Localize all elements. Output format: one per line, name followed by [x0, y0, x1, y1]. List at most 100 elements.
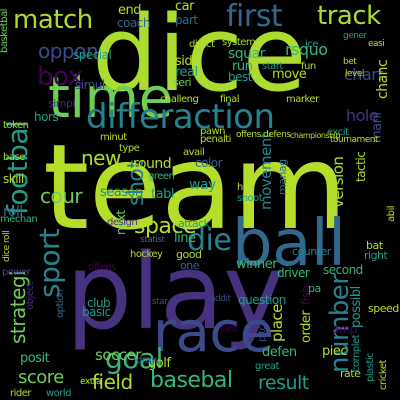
word-new: new	[81, 146, 121, 170]
word-offens-defens: offens defens	[236, 130, 291, 140]
word-plastic: plastic	[365, 352, 376, 382]
word-posit: posit	[20, 351, 50, 366]
word-attack: attack	[178, 217, 210, 230]
word-amp: amp	[332, 322, 358, 336]
word-possibl: possibl	[349, 286, 364, 328]
word-color: color	[195, 156, 223, 170]
word-challeng: challeng	[160, 94, 199, 105]
word-round: round	[133, 156, 172, 172]
word-green: green	[148, 171, 175, 182]
word-side: side	[175, 54, 200, 69]
word-manag: manag	[276, 159, 289, 195]
word-golf: golf	[148, 356, 171, 371]
word-best: best	[228, 70, 252, 84]
word-right: right	[364, 249, 388, 262]
word-line: line	[174, 231, 196, 246]
word-minut: minut	[100, 132, 127, 143]
word-roll: roll	[3, 204, 23, 220]
word-statist: statist	[140, 235, 165, 245]
word-match: match	[13, 5, 93, 35]
word-hockey: hockey	[130, 249, 163, 260]
word-dice-roll: dice roll	[2, 230, 12, 262]
word-base: base	[3, 152, 25, 163]
word-simpi: simpi	[48, 97, 76, 110]
word-dice: dice	[92, 0, 307, 115]
word-shoot: shoot	[237, 193, 263, 204]
word-oppon: oppon	[38, 39, 99, 63]
word-avail: avail	[183, 147, 205, 158]
word-addit: addit	[210, 294, 231, 304]
word-marker: marker	[286, 94, 319, 105]
word-chart: chart	[344, 65, 384, 84]
word-sport: sport	[33, 228, 66, 298]
word-star: star	[152, 297, 168, 307]
word-move: move	[272, 67, 307, 82]
word-field: field	[92, 370, 133, 394]
word-pitch: pitch	[257, 319, 268, 342]
word-skill: skill	[3, 172, 24, 186]
word-hors: hors	[34, 110, 59, 124]
word-first: first	[226, 0, 283, 34]
word-run: run	[232, 59, 253, 74]
word-easi: easi	[368, 39, 385, 49]
word-die: die	[187, 223, 232, 258]
word-bat: bat	[366, 239, 383, 252]
word-end: end	[118, 3, 142, 18]
word-basketball: basketbal	[0, 9, 10, 53]
word-ball: ball	[232, 207, 346, 281]
word-differaction: differaction	[86, 97, 275, 137]
word-space: space	[134, 214, 197, 239]
word-car: car	[175, 0, 194, 14]
word-power: power	[2, 267, 31, 278]
word-tactic: tactic	[354, 151, 368, 182]
word-final: final	[220, 94, 240, 105]
word-place: place	[268, 304, 286, 342]
word-rate: rate	[340, 367, 361, 380]
word-tournament: tournament	[330, 135, 379, 145]
word-result: result	[258, 372, 309, 394]
word-version: version	[329, 156, 347, 208]
word-one: one	[180, 259, 199, 272]
word-penalti: penalti	[200, 134, 231, 145]
word-defen: defen	[262, 345, 297, 360]
word-card: card	[220, 324, 238, 334]
word-way: way	[189, 177, 216, 193]
word-gener: gener	[343, 31, 367, 41]
word-object: object	[25, 282, 36, 310]
word-season: season	[100, 185, 143, 200]
word-abil: abil	[386, 205, 397, 222]
word-chanc: chanc	[375, 59, 391, 99]
word-offens: offens	[88, 262, 116, 273]
word-pa: pa	[308, 282, 321, 295]
word-question: question	[238, 293, 286, 307]
word-goal: goal	[105, 342, 163, 375]
word-counter: counter	[292, 245, 331, 258]
word-good: good	[176, 248, 202, 261]
word-score: score	[18, 367, 64, 388]
word-world: world	[46, 388, 72, 399]
word-special: special	[73, 48, 112, 62]
word-second: second	[323, 263, 363, 277]
word-seri: seri	[173, 76, 192, 89]
word-ice: ice	[305, 39, 318, 50]
word-driver: driver	[277, 266, 310, 280]
word-great: great	[255, 361, 279, 372]
word-rsquo: rsquo	[285, 40, 328, 59]
word-cricket: cricket	[378, 360, 389, 390]
word-level: level	[345, 69, 364, 79]
word-play: play	[66, 231, 285, 353]
word-extra: extra	[80, 377, 101, 387]
word-start: start	[262, 61, 283, 72]
word-time: time	[48, 66, 173, 131]
word-direct: direct	[189, 39, 215, 50]
word-hole: hole	[346, 106, 379, 125]
word-box: box	[37, 62, 83, 92]
word-footbal: footbal	[1, 120, 34, 215]
word-fun: fun	[301, 61, 316, 72]
word-rider: rider	[10, 388, 32, 399]
word-soccer: soccer	[95, 346, 141, 364]
word-option: option	[55, 289, 66, 318]
word-mechan: mechan	[0, 214, 38, 225]
word-token: token	[3, 120, 29, 131]
